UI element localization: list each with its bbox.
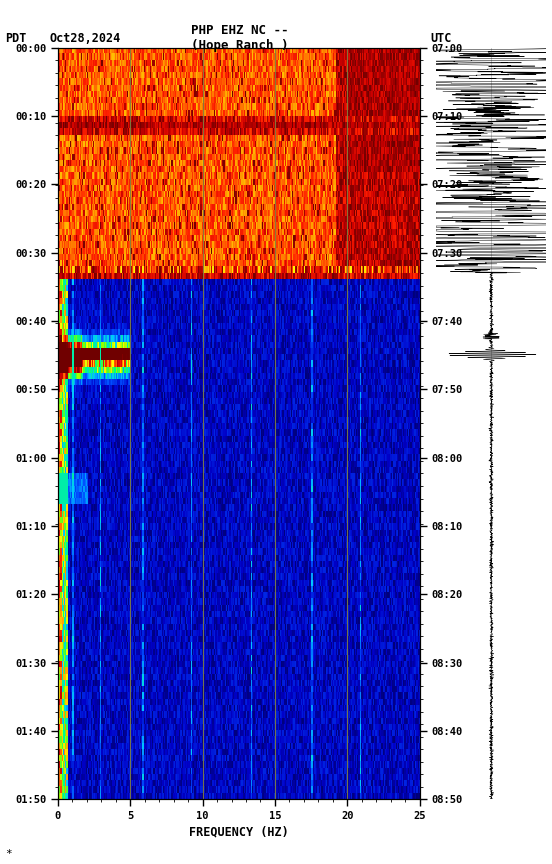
X-axis label: FREQUENCY (HZ): FREQUENCY (HZ) [189,825,289,838]
Text: UTC: UTC [431,32,452,45]
Text: PDT: PDT [6,32,27,45]
Text: *: * [6,849,12,859]
Text: PHP EHZ NC --: PHP EHZ NC -- [192,24,289,37]
Text: Oct28,2024: Oct28,2024 [50,32,121,45]
Text: (Hope Ranch ): (Hope Ranch ) [192,39,289,52]
